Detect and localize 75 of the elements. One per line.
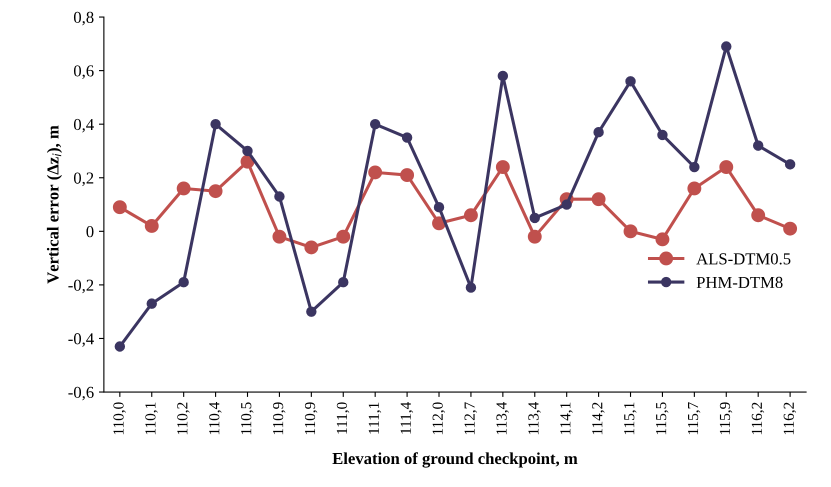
point (242, 146, 253, 156)
x-tick-label: 114,1 (560, 402, 573, 434)
x-tick-label: 110,1 (145, 402, 158, 434)
point (624, 224, 638, 238)
y-tick-label: 0,6 (74, 65, 94, 79)
y-tick-label: -0,4 (68, 333, 94, 347)
point (687, 182, 702, 196)
y-tick-label: -0,6 (68, 386, 94, 400)
point (178, 277, 189, 288)
x-tick-label: 116,2 (784, 402, 796, 434)
point (114, 341, 126, 352)
point (530, 212, 540, 224)
x-tick-label: 113,4 (496, 402, 509, 434)
point (498, 70, 508, 82)
point (689, 162, 700, 172)
x-tick-label: 110,5 (241, 402, 254, 434)
y-tick-label: 0,8 (74, 12, 94, 26)
point (625, 76, 636, 87)
x-tick-label: 110,0 (113, 402, 126, 434)
point (655, 232, 670, 246)
point (272, 230, 286, 244)
x-tick-label: 110,2 (177, 402, 190, 434)
point (496, 160, 510, 174)
point (208, 184, 223, 198)
x-tick-label: 110,9 (272, 402, 286, 434)
x-tick-label: 111,0 (336, 402, 350, 434)
x-tick-label: 112,7 (464, 402, 477, 434)
x-tick-label: 112,0 (432, 402, 446, 434)
point (400, 168, 414, 182)
point (370, 118, 380, 130)
point (306, 306, 317, 317)
x-tick-label: 111,1 (368, 402, 382, 434)
x-tick-label: 116,2 (752, 402, 764, 434)
point (593, 127, 604, 138)
y-tick-label: 0,4 (74, 118, 94, 133)
point (112, 200, 127, 214)
x-tick-label: 114,2 (592, 402, 605, 434)
point (434, 202, 444, 212)
legend-label: PHM-DTM8 (696, 276, 783, 288)
x-tick-label: 115,1 (624, 402, 637, 434)
legend-label: ALS-DTM0.5 (696, 253, 790, 265)
point (592, 192, 606, 206)
point (368, 165, 382, 180)
point (464, 208, 478, 222)
point (338, 277, 348, 288)
point (784, 159, 796, 170)
x-tick-label: 115,9 (720, 402, 732, 434)
point (210, 118, 221, 130)
y-axis-title: Vertical error (Δz$_{i}$), m (46, 126, 62, 284)
point (657, 130, 668, 140)
point (336, 230, 350, 244)
point (466, 282, 476, 293)
x-tick-label: 115,5 (656, 402, 668, 434)
point (751, 208, 766, 222)
point (146, 298, 157, 309)
point (783, 222, 798, 236)
point (402, 132, 412, 143)
point (274, 191, 285, 202)
point (561, 199, 572, 210)
x-tick-label: 113,4 (528, 402, 541, 434)
x-tick-label: 110,4 (209, 402, 222, 434)
x-tick-label: 111,4 (400, 402, 414, 434)
point (528, 230, 542, 244)
y-tick-label: 0,2 (74, 172, 94, 186)
point (719, 160, 734, 174)
point (144, 219, 159, 233)
x-axis-title: Elevation of ground checkpoint, m (332, 452, 578, 468)
x-tick-label: 115,7 (688, 402, 700, 434)
point (752, 140, 764, 151)
y-tick-label: 0 (86, 226, 94, 238)
point (721, 41, 732, 52)
y-tick-label: -0,2 (68, 280, 94, 294)
x-tick-label: 110,9 (304, 402, 318, 434)
point (176, 182, 191, 196)
point (304, 240, 318, 254)
